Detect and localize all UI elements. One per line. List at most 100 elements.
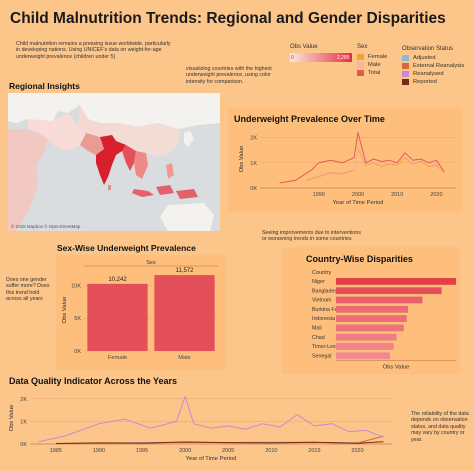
underweight-over-time-chart[interactable]: Underweight Prevalence Over Time 0K 1K 2K 19… xyxy=(228,108,462,212)
status-legend-external-reanalysis[interactable]: External Reanalysis xyxy=(402,62,464,70)
country-label-timor-leste: Timor-Leste xyxy=(312,344,340,350)
bar-mali xyxy=(336,324,404,332)
series-line-total xyxy=(279,132,445,184)
total-swatch xyxy=(357,70,364,76)
sex-header: Sex xyxy=(146,260,156,266)
country-wise-panel: Country-Wise Disparities Country Niger Bang… xyxy=(282,247,460,374)
map-land-central-asia xyxy=(78,105,118,137)
x-tick-label: 2020 xyxy=(430,192,442,198)
reported-label: Reported xyxy=(413,79,437,85)
sex-legend-total[interactable]: Total xyxy=(357,69,387,77)
y-tick-label: 0K xyxy=(20,442,27,448)
x-tick-label: 2015 xyxy=(308,448,320,454)
sex-wise-title: Sex-Wise Underweight Prevalence xyxy=(57,243,196,253)
country-label-vietnam: Vietnam xyxy=(312,298,332,304)
y-axis-label: Obs Value xyxy=(62,297,68,324)
x-tick-label: 1985 xyxy=(50,448,62,454)
sex-legend-title: Sex xyxy=(357,44,368,50)
map-land-indonesia xyxy=(132,185,198,199)
country-label-bangladesh: Bangladesh xyxy=(312,288,340,294)
bar-senegal xyxy=(336,352,390,360)
country-label-senegal: Senegal xyxy=(312,353,331,359)
male-label: Male xyxy=(368,62,381,68)
country-label-niger: Niger xyxy=(312,279,325,285)
observation-status-legend-title: Observation Status xyxy=(402,46,454,52)
trend-note: Seeing improvements due to interventions… xyxy=(262,230,361,243)
y-tick-label: 0K xyxy=(74,349,81,355)
sex-wise-panel: Sex 0K 5K 10K Obs Value 10,242 Female 11,572 Mal… xyxy=(56,255,226,370)
map-svg xyxy=(8,93,220,231)
bar-vietnam xyxy=(336,296,423,304)
map-land-pakistan xyxy=(80,133,104,155)
x-tick-label: 1995 xyxy=(136,448,148,454)
map-land-myanmar xyxy=(122,145,136,171)
quality-note: The reliability of the data depends on o… xyxy=(411,411,469,443)
data-quality-chart[interactable]: 0K 1K 2K 1985 1990 1995 2000 2005 2010 2015 2020 Ye… xyxy=(8,386,400,466)
plot-area xyxy=(30,392,392,444)
obs-value-max: 2,285 xyxy=(337,55,350,61)
country-wise-chart[interactable]: Country-Wise Disparities Country Niger Bang… xyxy=(282,247,460,374)
x-axis-label: Year of Time Period xyxy=(186,456,237,462)
map-land-philippines xyxy=(166,163,174,179)
sex-legend-female[interactable]: Female xyxy=(357,53,387,61)
y-tick-label: 0K xyxy=(250,186,257,192)
series-line-male xyxy=(306,145,445,180)
map-land-se-asia xyxy=(134,151,148,179)
reported-swatch xyxy=(402,79,409,85)
map-land-europe xyxy=(8,93,80,123)
x-tick-label: 2000 xyxy=(352,192,364,198)
female-swatch xyxy=(357,54,364,60)
x-tick-label: 2005 xyxy=(222,448,234,454)
x-tick-label: 2010 xyxy=(265,448,277,454)
map-land-north-asia xyxy=(78,93,220,129)
y-tick-label: 10K xyxy=(71,283,81,289)
chart-title: Country-Wise Disparities xyxy=(306,254,413,264)
y-tick-label: 1K xyxy=(250,161,257,167)
chart-title: Underweight Prevalence Over Time xyxy=(234,114,385,124)
regional-map[interactable]: © 2025 Mapbox © OpenStreetMap xyxy=(8,93,220,231)
country-header: Country xyxy=(312,270,332,276)
sex-legend-male[interactable]: Male xyxy=(357,61,387,69)
data-quality-title: Data Quality Indicator Across the Years xyxy=(9,376,178,386)
x-tick-label: 2000 xyxy=(179,448,191,454)
bar-value-label: 10,242 xyxy=(108,277,127,283)
bar-indonesia xyxy=(336,315,407,322)
x-axis-label: Year of Time Period xyxy=(333,200,384,206)
total-label: Total xyxy=(368,70,381,76)
status-legend-reanalysed[interactable]: Reanalysed xyxy=(402,70,464,78)
external-reanalysis-swatch xyxy=(402,63,409,69)
plot-area xyxy=(260,130,456,188)
x-tick-label: 2010 xyxy=(391,192,403,198)
reanalysed-label: Reanalysed xyxy=(413,71,444,77)
bar-timor-leste xyxy=(336,343,394,350)
category-label: Female xyxy=(108,355,127,361)
bar-niger xyxy=(336,278,456,285)
observation-status-legend: Adjusted External Reanalysis Reanalysed … xyxy=(402,54,464,86)
female-label: Female xyxy=(368,54,388,60)
map-land-india xyxy=(96,135,126,185)
regional-insights-title: Regional Insights xyxy=(9,81,80,91)
map-attribution: © 2025 Mapbox © OpenStreetMap xyxy=(11,224,81,229)
status-legend-adjusted[interactable]: Adjusted xyxy=(402,54,464,62)
status-legend-reported[interactable]: Reported xyxy=(402,78,464,86)
data-quality-panel: 0K 1K 2K 1985 1990 1995 2000 2005 2010 2015 2020 Ye… xyxy=(8,386,400,466)
y-axis-label: Obs Value xyxy=(239,146,245,173)
male-swatch xyxy=(357,62,364,68)
underweight-over-time-panel: Underweight Prevalence Over Time 0K 1K 2K 19… xyxy=(228,108,462,212)
country-label-burkina-faso: Burkina Faso xyxy=(312,307,343,313)
map-land-japan xyxy=(184,131,194,147)
bar-value-label: 11,572 xyxy=(176,268,195,274)
sex-wise-chart[interactable]: Sex 0K 5K 10K Obs Value 10,242 Female 11,572 Mal… xyxy=(56,255,226,370)
series-line-reanalysed xyxy=(38,396,384,443)
bar-burkina-faso xyxy=(336,305,408,313)
series-line-female xyxy=(306,148,445,181)
reanalysed-swatch xyxy=(402,71,409,77)
y-tick-label: 2K xyxy=(20,397,27,403)
country-label-mali: Mali xyxy=(312,326,322,332)
map-land-australia xyxy=(160,203,214,231)
intro-text: Child malnutrition remains a pressing is… xyxy=(16,41,171,60)
obs-value-gradient xyxy=(290,53,352,62)
bar-male xyxy=(154,275,215,351)
x-axis-label: Obs Value xyxy=(383,365,410,371)
external-reanalysis-label: External Reanalysis xyxy=(413,63,465,69)
